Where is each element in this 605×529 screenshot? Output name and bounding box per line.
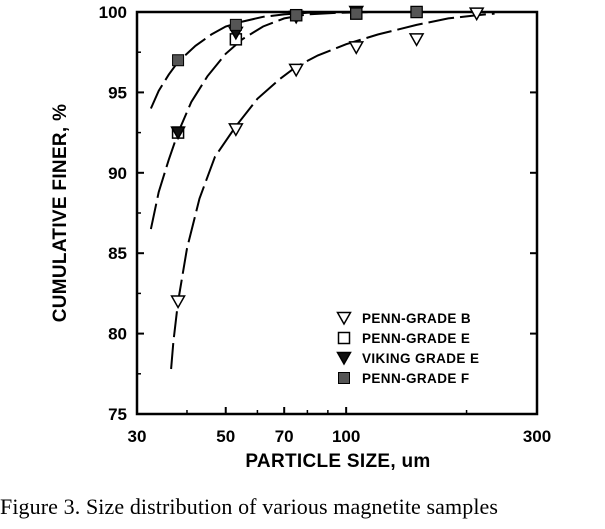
legend-marker	[338, 372, 350, 384]
y-tick-label: 100	[99, 3, 127, 22]
x-tick-label: 50	[216, 427, 235, 446]
fit-curves	[149, 11, 495, 370]
legend-marker	[336, 351, 352, 366]
y-tick-label: 90	[108, 164, 127, 183]
data-point-penn-grade-b	[408, 33, 425, 47]
legend-label: VIKING GRADE E	[362, 351, 479, 366]
x-tick-label: 30	[128, 427, 147, 446]
legend-label: PENN-GRADE E	[362, 331, 470, 346]
y-axis-title: CUMULATIVE FINER, %	[50, 104, 71, 323]
x-tick-label: 300	[523, 427, 551, 446]
y-tick-label: 80	[108, 325, 127, 344]
y-tick-label: 75	[108, 405, 127, 424]
x-tick-label: 70	[275, 427, 294, 446]
data-point-penn-grade-f	[410, 6, 423, 18]
data-point-penn-grade-b	[468, 7, 485, 22]
data-point-penn-grade-f	[290, 9, 303, 22]
legend: PENN-GRADE B PENN-GRADE E VIKING GRADE E PE…	[336, 311, 479, 386]
legend-marker	[336, 311, 352, 326]
data-markers	[170, 5, 485, 309]
data-point-penn-grade-b	[228, 123, 244, 137]
data-point-penn-grade-b	[288, 63, 304, 78]
data-point-penn-grade-f	[229, 18, 242, 31]
data-point-penn-grade-f	[350, 7, 363, 20]
fit-curve	[149, 11, 371, 230]
figure-caption: Figure 3. Size distribution of various m…	[0, 494, 499, 519]
y-tick-label: 85	[108, 244, 127, 263]
data-point-penn-grade-b	[170, 295, 186, 309]
data-point-penn-grade-f	[172, 54, 185, 67]
x-axis-title: PARTICLE SIZE, um	[245, 451, 430, 470]
fit-curve	[149, 11, 328, 109]
y-tick-label: 95	[108, 83, 127, 102]
legend-label: PENN-GRADE B	[362, 311, 471, 326]
legend-label: PENN-GRADE F	[362, 371, 470, 386]
fit-curve	[170, 12, 495, 370]
axis-ticks: 75 80 85 90 95 100 30 50 70 100 300	[99, 3, 552, 446]
data-point-penn-grade-b	[348, 41, 365, 55]
data-point-viking-grade-e	[170, 126, 186, 141]
x-tick-label: 100	[332, 427, 360, 446]
legend-marker	[337, 331, 351, 345]
